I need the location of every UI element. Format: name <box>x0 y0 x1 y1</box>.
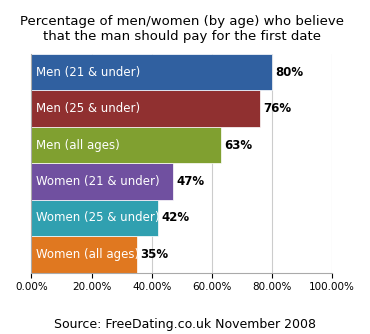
Bar <box>31 163 173 200</box>
Text: Women (25 & under): Women (25 & under) <box>36 211 159 224</box>
Text: Women (21 & under): Women (21 & under) <box>36 175 159 188</box>
Text: 47%: 47% <box>176 175 205 188</box>
Text: 80%: 80% <box>276 65 304 78</box>
Text: 63%: 63% <box>225 139 253 152</box>
Bar <box>31 127 221 163</box>
Text: 35%: 35% <box>140 248 168 261</box>
Bar <box>31 236 137 273</box>
Text: Men (25 & under): Men (25 & under) <box>36 102 140 115</box>
Title: Percentage of men/women (by age) who believe
that the man should pay for the fir: Percentage of men/women (by age) who bel… <box>20 15 344 43</box>
Text: 76%: 76% <box>263 102 292 115</box>
Bar <box>31 54 272 90</box>
Bar <box>31 200 158 236</box>
Text: Women (all ages): Women (all ages) <box>36 248 139 261</box>
Text: Men (21 & under): Men (21 & under) <box>36 65 140 78</box>
Bar <box>31 90 260 127</box>
Text: 42%: 42% <box>161 211 189 224</box>
Text: Men (all ages): Men (all ages) <box>36 139 120 152</box>
Text: Source: FreeDating.co.uk November 2008: Source: FreeDating.co.uk November 2008 <box>54 318 316 331</box>
